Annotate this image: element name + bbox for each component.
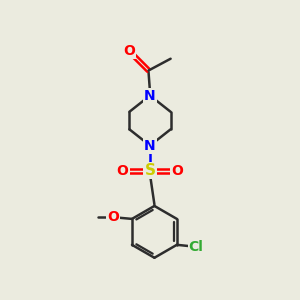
Text: Cl: Cl — [189, 240, 203, 254]
Text: S: S — [145, 163, 155, 178]
Text: N: N — [144, 88, 156, 103]
Text: O: O — [117, 164, 129, 178]
Text: O: O — [124, 44, 135, 58]
Text: O: O — [107, 210, 119, 224]
Text: N: N — [144, 139, 156, 153]
Text: O: O — [171, 164, 183, 178]
